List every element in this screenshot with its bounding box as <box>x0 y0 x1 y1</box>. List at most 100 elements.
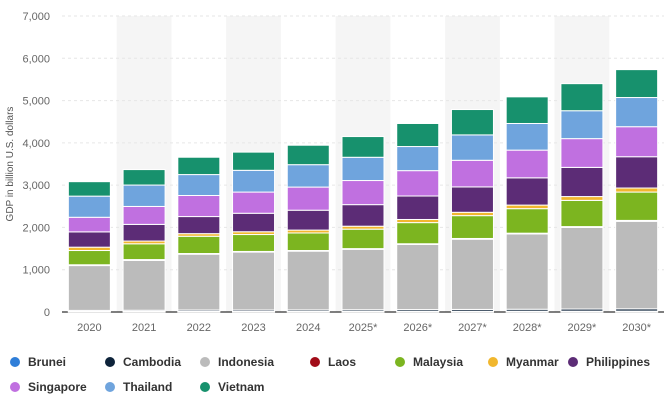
legend-swatch <box>200 382 210 392</box>
bar-segment-singapore[interactable] <box>122 205 166 225</box>
bar-segment-malaysia[interactable] <box>286 232 330 252</box>
bar-segment-malaysia[interactable] <box>122 243 166 261</box>
bar-segment-philippines[interactable] <box>615 156 659 189</box>
bar-segment-thailand[interactable] <box>67 195 111 218</box>
bar-segment-malaysia[interactable] <box>232 234 276 252</box>
bar-segment-vietnam[interactable] <box>341 136 385 158</box>
legend-item-cambodia[interactable]: Cambodia <box>105 354 181 370</box>
bar-segment-malaysia[interactable] <box>396 222 440 245</box>
bar-segment-singapore[interactable] <box>177 195 221 218</box>
bar-segment-myanmar[interactable] <box>615 187 659 193</box>
bar-segment-vietnam[interactable] <box>177 156 221 176</box>
bar-segment-indonesia[interactable] <box>560 226 604 310</box>
legend-swatch <box>105 357 115 367</box>
bar-segment-vietnam[interactable] <box>67 181 111 197</box>
bar-segment-vietnam[interactable] <box>232 151 276 171</box>
bar-segment-thailand[interactable] <box>505 122 549 151</box>
bar-segment-singapore[interactable] <box>396 170 440 197</box>
y-axis-label: GDP in billion U.S. dollars <box>5 107 16 222</box>
legend-item-indonesia[interactable]: Indonesia <box>200 354 274 370</box>
legend-label: Malaysia <box>413 355 464 369</box>
bar-segment-philippines[interactable] <box>560 166 604 198</box>
bar-segment-thailand[interactable] <box>232 169 276 193</box>
bar-segment-malaysia[interactable] <box>560 199 604 228</box>
legend-item-malaysia[interactable]: Malaysia <box>395 354 463 370</box>
bar-segment-vietnam[interactable] <box>122 169 166 186</box>
bar-segment-philippines[interactable] <box>450 186 494 213</box>
bar-segment-malaysia[interactable] <box>341 228 385 250</box>
bar-segment-vietnam[interactable] <box>450 109 494 136</box>
legend-item-philippines[interactable]: Philippines <box>568 354 650 370</box>
bar-segment-thailand[interactable] <box>560 110 604 140</box>
bar-segment-singapore[interactable] <box>560 138 604 168</box>
bar-segment-indonesia[interactable] <box>615 220 659 310</box>
bar-segment-singapore[interactable] <box>505 149 549 179</box>
bar-segment-indonesia[interactable] <box>232 251 276 311</box>
bar-segment-vietnam[interactable] <box>396 122 440 148</box>
bar-segment-malaysia[interactable] <box>505 208 549 234</box>
legend-item-laos[interactable]: Laos <box>310 354 356 370</box>
bar-segment-philippines[interactable] <box>396 195 440 220</box>
bar-segment-indonesia[interactable] <box>341 248 385 311</box>
y-axis-ticks: 0 1,000 2,000 3,000 4,000 5,000 6,000 7,000 <box>22 11 50 319</box>
bar-segment-myanmar[interactable] <box>560 196 604 201</box>
bar-segment-indonesia[interactable] <box>67 265 111 311</box>
bars <box>67 69 659 313</box>
y-tick-label: 4,000 <box>22 138 50 150</box>
bar-segment-indonesia[interactable] <box>286 250 330 311</box>
bar-segment-thailand[interactable] <box>122 184 166 207</box>
bar-segment-thailand[interactable] <box>615 97 659 128</box>
y-tick-label: 0 <box>44 307 50 319</box>
bar-segment-philippines[interactable] <box>505 177 549 206</box>
bar-segment-myanmar[interactable] <box>450 211 494 217</box>
y-tick-label: 6,000 <box>22 53 50 65</box>
bar-segment-thailand[interactable] <box>286 164 330 188</box>
bar-segment-philippines[interactable] <box>177 216 221 235</box>
bar-segment-malaysia[interactable] <box>615 191 659 221</box>
legend-item-brunei[interactable]: Brunei <box>10 354 66 370</box>
bar-segment-malaysia[interactable] <box>450 215 494 239</box>
legend-label: Indonesia <box>218 355 275 369</box>
bar-segment-vietnam[interactable] <box>505 96 549 124</box>
legend-label: Singapore <box>28 380 87 394</box>
bar-segment-philippines[interactable] <box>286 209 330 231</box>
bar-segment-indonesia[interactable] <box>177 253 221 311</box>
bar-segment-indonesia[interactable] <box>505 233 549 310</box>
legend-label: Thailand <box>123 380 173 394</box>
bar-segment-thailand[interactable] <box>177 174 221 197</box>
legend-item-vietnam[interactable]: Vietnam <box>200 379 264 395</box>
bar-segment-singapore[interactable] <box>615 126 659 158</box>
bar-segment-malaysia[interactable] <box>177 235 221 255</box>
bar-segment-thailand[interactable] <box>450 134 494 161</box>
bar-segment-singapore[interactable] <box>67 216 111 233</box>
legend-label: Brunei <box>28 355 67 369</box>
bar-segment-myanmar[interactable] <box>67 246 111 252</box>
bar-segment-malaysia[interactable] <box>67 250 111 266</box>
y-tick-label: 5,000 <box>22 96 50 108</box>
x-tick-label: 2021 <box>132 322 156 334</box>
bar-segment-indonesia[interactable] <box>122 259 166 311</box>
bar-segment-vietnam[interactable] <box>560 83 604 112</box>
bar-segment-vietnam[interactable] <box>286 144 330 166</box>
bar-segment-vietnam[interactable] <box>615 69 659 99</box>
legend-item-myanmar[interactable]: Myanmar <box>488 354 559 370</box>
bar-segment-philippines[interactable] <box>122 223 166 242</box>
bar-segment-indonesia[interactable] <box>450 238 494 310</box>
bar-segment-philippines[interactable] <box>67 231 111 248</box>
bar-segment-indonesia[interactable] <box>396 243 440 311</box>
bar-segment-singapore[interactable] <box>232 191 276 214</box>
legend-item-thailand[interactable]: Thailand <box>105 379 172 395</box>
legend-item-singapore[interactable]: Singapore <box>10 379 87 395</box>
y-tick-label: 7,000 <box>22 11 50 23</box>
x-axis-ticks: 2020 2021 2022 2023 2024 2025* 2026* 2027* 2028*… <box>77 322 652 334</box>
bar-segment-thailand[interactable] <box>396 146 440 172</box>
bar-segment-philippines[interactable] <box>341 204 385 227</box>
bar-segment-philippines[interactable] <box>232 212 276 233</box>
bar-segment-singapore[interactable] <box>450 159 494 188</box>
bar-segment-singapore[interactable] <box>286 186 330 211</box>
bar-segment-myanmar[interactable] <box>505 204 549 210</box>
bar-segment-singapore[interactable] <box>341 180 385 206</box>
bar-segment-thailand[interactable] <box>341 156 385 182</box>
y-tick-label: 3,000 <box>22 180 50 192</box>
legend-label: Cambodia <box>123 355 182 369</box>
